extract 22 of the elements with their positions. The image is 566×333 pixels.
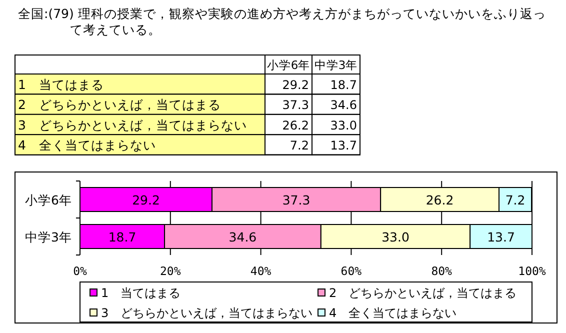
x-tick-label: 100% xyxy=(518,264,546,278)
data-label: 18.7 xyxy=(108,230,136,244)
data-label: 33.0 xyxy=(382,230,410,244)
x-tick-label: 40% xyxy=(250,264,272,278)
x-tick-label: 0% xyxy=(73,264,87,278)
data-label: 37.3 xyxy=(282,192,310,208)
data-label: 7.2 xyxy=(505,192,526,208)
x-tick-label: 20% xyxy=(160,264,181,278)
data-label: 29.2 xyxy=(132,192,160,208)
x-tick-label: 60% xyxy=(340,264,362,278)
data-label: 34.6 xyxy=(228,230,257,244)
y-tick-label: 中学3年 xyxy=(25,230,72,244)
data-label: 26.2 xyxy=(426,192,454,208)
legend-label: 3 どちらかといえば，当てはまらない xyxy=(101,306,313,320)
x-tick-label: 80% xyxy=(431,264,452,278)
data-label: 13.7 xyxy=(487,230,515,244)
legend-label: 1 当てはまる xyxy=(101,286,181,300)
table: 小学6年 中学3年 1 当てはまる 29.2 18.7 2 どちらかといえば，当てはまる 37.3 34.6 3 どちらかといえば，当てはまらない 26.2 33.0 4 全く当てはまらない 7.2 13.7 xyxy=(14,54,360,156)
y-tick-label: 小学6年 xyxy=(25,192,72,208)
legend-label: 2 どちらかといえば，当てはまる xyxy=(329,286,517,300)
chart-title: 全国:(79) 理科の授業で，観察や実験の進め方や考え方がまちがっていないかいをふり返って考えている。 xyxy=(18,6,547,38)
legend-label: 4 全く当てはまらない xyxy=(329,306,457,320)
